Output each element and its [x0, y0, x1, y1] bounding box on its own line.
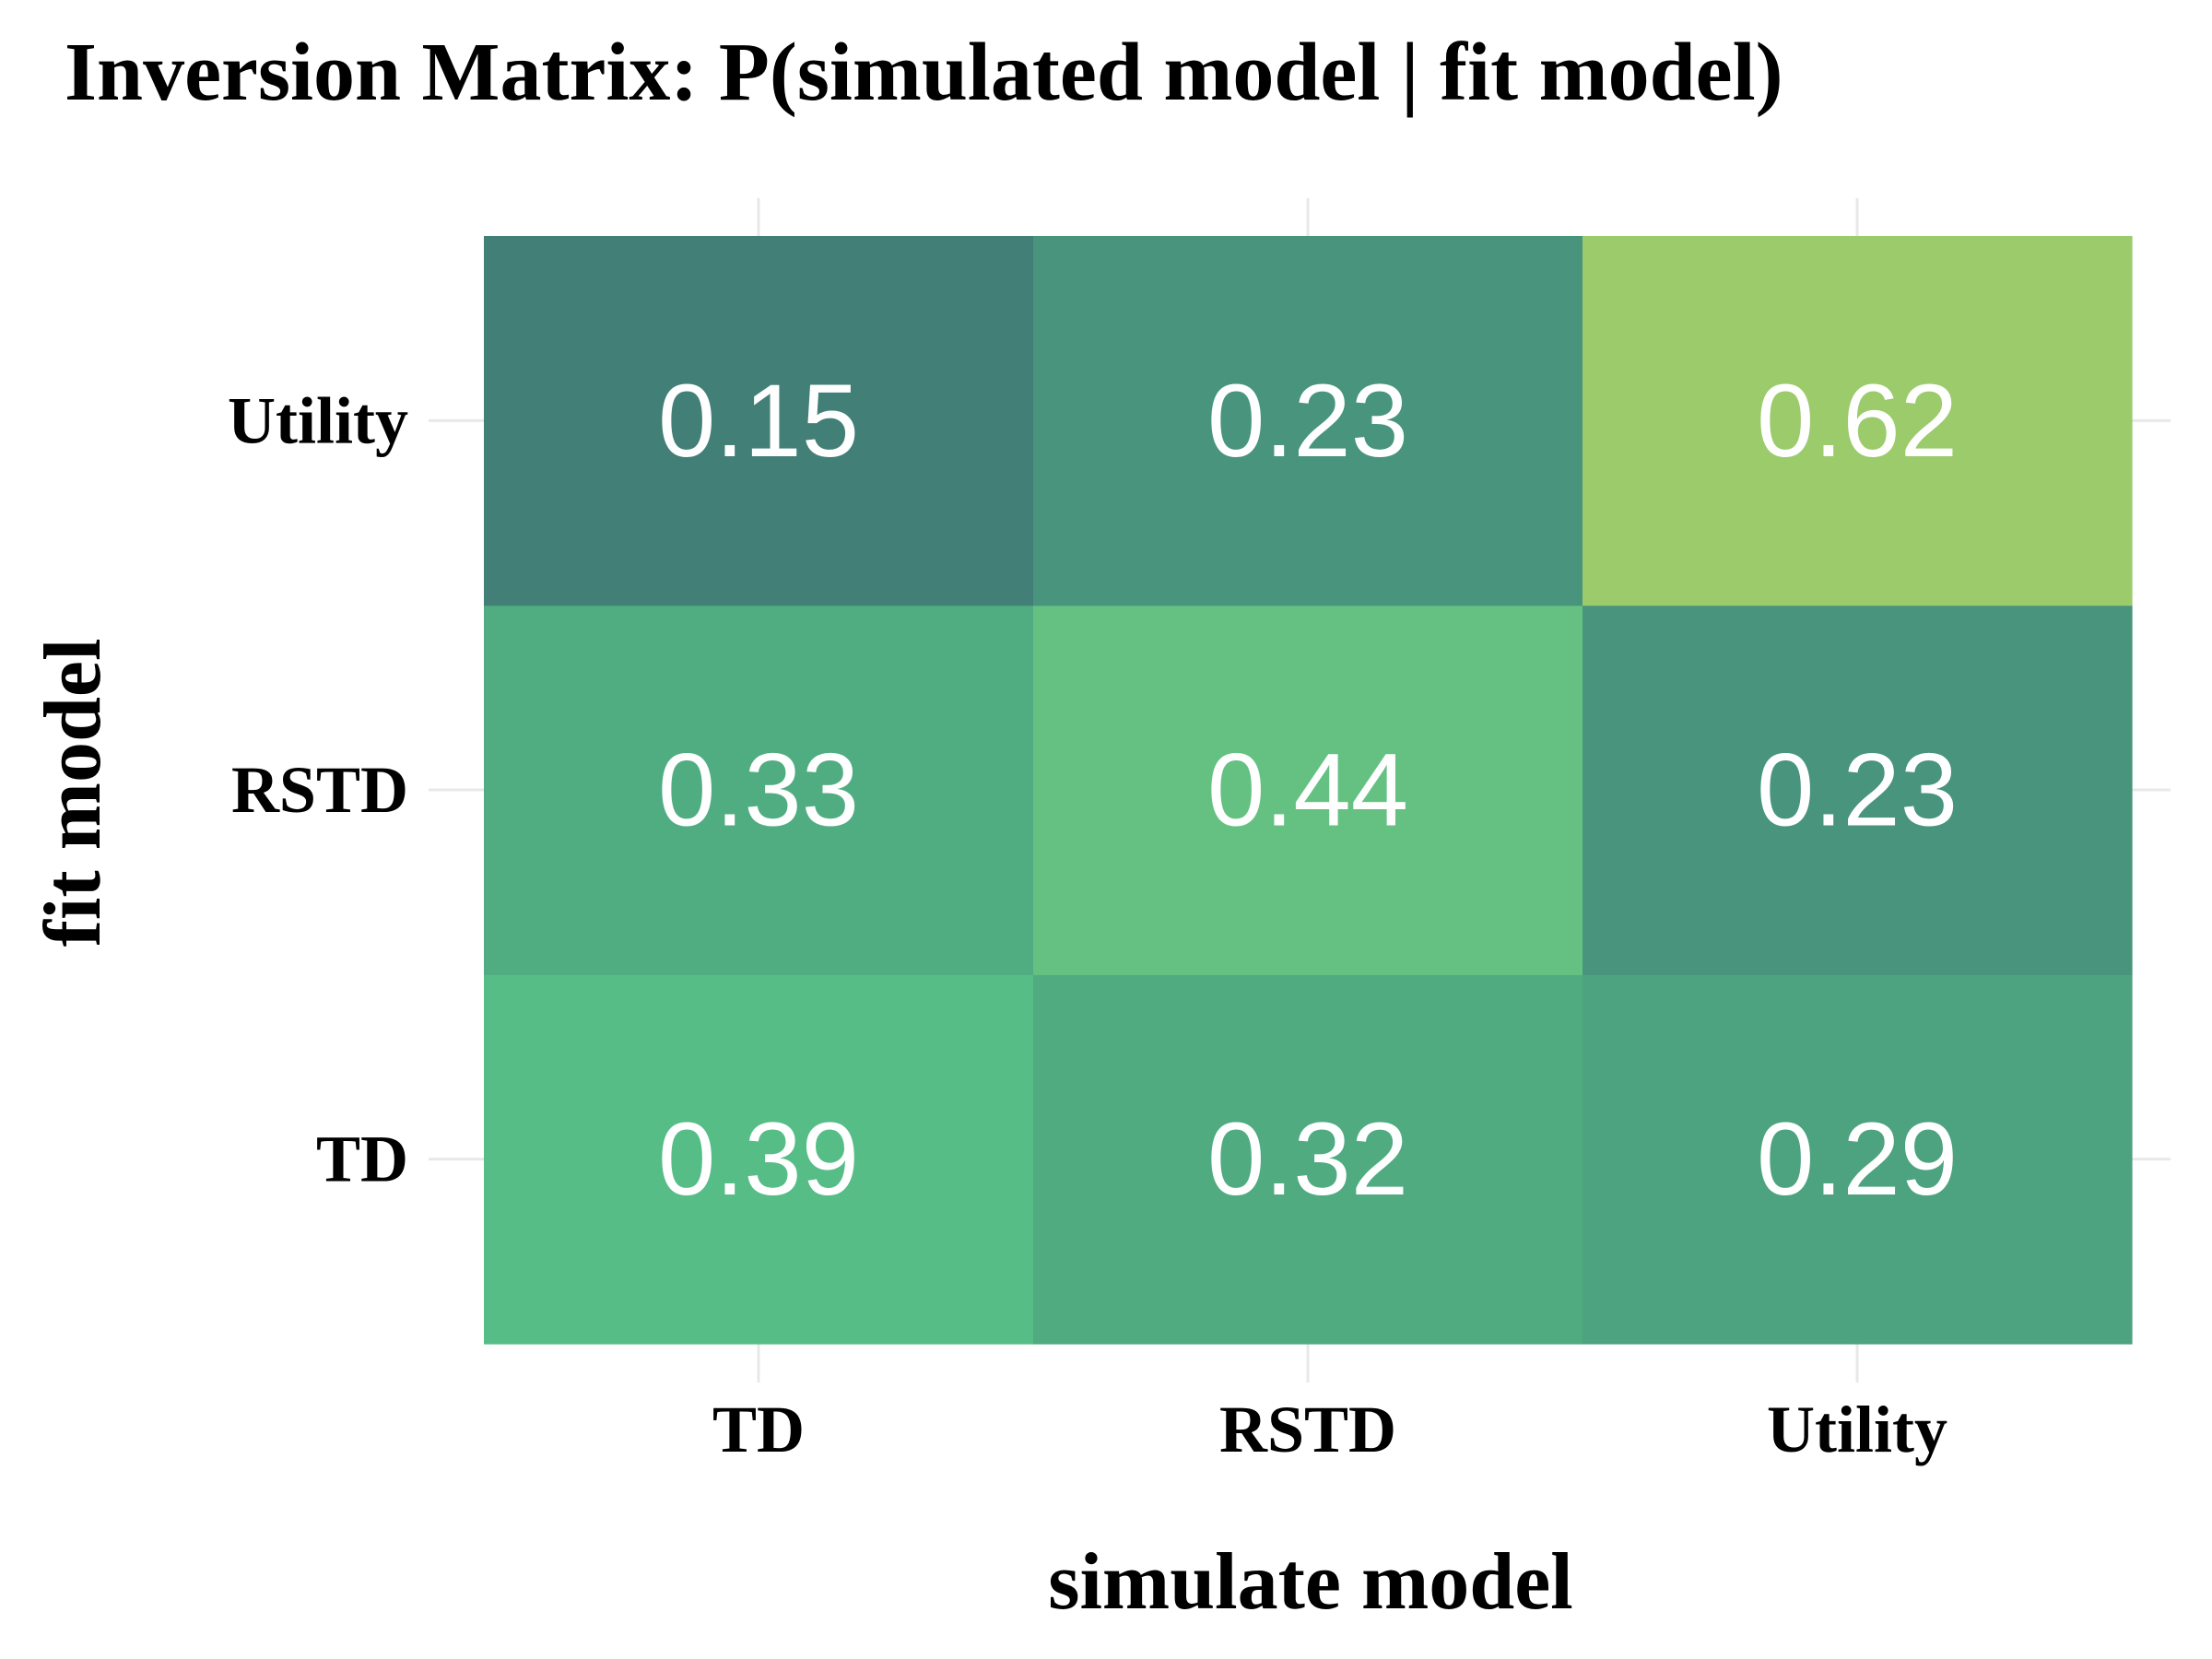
cell-value-label: 0.23: [1207, 363, 1408, 478]
heatmap-cell: [1583, 605, 2133, 975]
y-tick-label: RSTD: [231, 753, 408, 827]
cell-value-label: 0.39: [658, 1101, 859, 1217]
heatmap-cell: [484, 974, 1034, 1345]
x-tick-label: Utility: [1767, 1393, 1947, 1466]
cell-value-label: 0.23: [1757, 733, 1958, 848]
heatmap-cell: [484, 236, 1034, 606]
cell-value-labels: 0.39 0.32 0.29 0.33 0.44 0.23 0.15 0.23 0.62: [658, 363, 1958, 1217]
x-tick-label: RSTD: [1219, 1393, 1396, 1466]
x-axis-title: simulate model: [1048, 1537, 1573, 1627]
x-tick-label: TD: [712, 1393, 805, 1466]
cell-value-label: 0.33: [658, 733, 859, 848]
y-axis-tick-labels: TD RSTD Utility: [228, 383, 408, 1195]
y-tick-label: TD: [316, 1123, 408, 1196]
cell-value-label: 0.44: [1207, 733, 1408, 848]
heatmap-cell: [484, 605, 1034, 975]
heatmap-cells: [484, 236, 2133, 1345]
heatmap-cell: [1033, 605, 1583, 975]
cell-value-label: 0.29: [1757, 1101, 1958, 1217]
cell-value-label: 0.32: [1207, 1101, 1408, 1217]
y-tick-label: Utility: [228, 383, 408, 457]
heatmap-cell: [1583, 236, 2133, 606]
heatmap-cell: [1033, 236, 1583, 606]
chart-title: Inversion Matrix: P(simulated model | fi…: [65, 27, 1783, 118]
heatmap-cell: [1033, 974, 1583, 1345]
y-axis-title: fit model: [29, 639, 118, 947]
cell-value-label: 0.62: [1757, 363, 1958, 478]
x-axis-tick-labels: TD RSTD Utility: [712, 1393, 1947, 1466]
cell-value-label: 0.15: [658, 363, 859, 478]
heatmap-cell: [1583, 974, 2133, 1345]
